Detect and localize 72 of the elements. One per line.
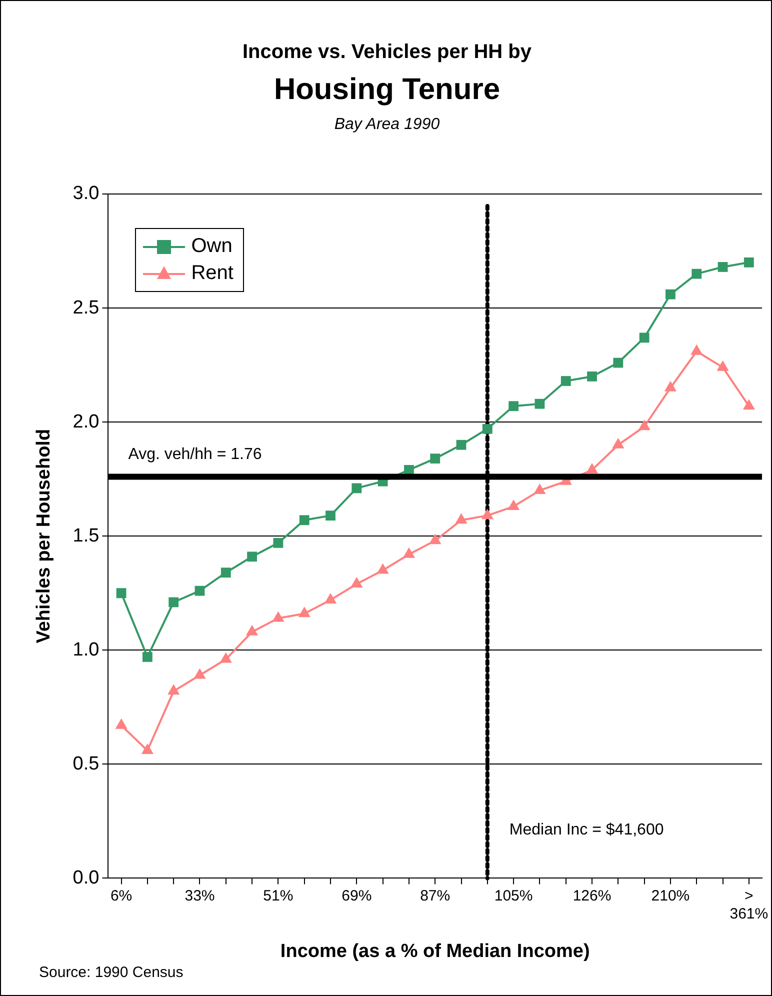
- chart-title: Income vs. Vehicles per HH by Housing Tenure: [241, 41, 532, 107]
- annotation: Median Inc = $41,600: [509, 822, 664, 839]
- point: [455, 513, 468, 524]
- point: [352, 483, 362, 494]
- point: [690, 344, 703, 355]
- legend-label: Own: [191, 235, 232, 257]
- point: [168, 684, 180, 695]
- point: [402, 547, 416, 558]
- point: [168, 597, 179, 608]
- x-axis-title: Income (as a % of Median Income): [280, 940, 590, 962]
- point: [299, 515, 310, 526]
- point: [246, 624, 258, 636]
- y-tick-label: 0.0: [72, 867, 100, 888]
- point: [273, 538, 284, 548]
- point: [586, 462, 598, 474]
- y-tick-label: 1.5: [72, 525, 100, 546]
- point: [324, 592, 337, 604]
- point: [141, 743, 154, 754]
- point: [692, 268, 702, 279]
- point: [481, 508, 494, 520]
- point: [142, 652, 152, 662]
- point: [220, 568, 231, 578]
- x-tick-label: 6%: [110, 887, 132, 904]
- y-axis-title: Vehicles per Household: [34, 428, 55, 644]
- point: [664, 380, 677, 392]
- ref-line-label: Avg. veh/hh = 1.76: [128, 446, 262, 464]
- point: [716, 360, 729, 371]
- point: [350, 576, 363, 588]
- point: [194, 586, 205, 596]
- point: [376, 563, 389, 574]
- point: [482, 424, 492, 434]
- point: [508, 401, 519, 412]
- point: [116, 588, 126, 598]
- point: [587, 372, 597, 382]
- point: [508, 499, 520, 510]
- point: [612, 438, 624, 448]
- point: [194, 668, 206, 679]
- y-tick-label: 2.0: [72, 411, 100, 432]
- point: [456, 440, 466, 450]
- x-tick-label: 69%: [342, 887, 372, 904]
- y-tick-label: 0.5: [72, 753, 100, 774]
- y-tick-label: 2.5: [72, 297, 100, 318]
- point: [639, 332, 650, 343]
- point: [744, 257, 754, 268]
- x-tick-label: > 361%: [730, 887, 768, 922]
- point: [115, 718, 128, 729]
- y-tick-label: 1.0: [72, 639, 100, 660]
- point: [666, 289, 676, 300]
- point: [742, 399, 755, 410]
- point: [718, 262, 728, 272]
- legend-label: Rent: [191, 262, 234, 284]
- chart-subtitle: Bay Area 1990: [333, 116, 441, 134]
- x-tick-label: 105%: [494, 887, 533, 904]
- x-tick-label: 33%: [184, 887, 215, 904]
- source-note: Source: 1990 Census: [39, 964, 184, 981]
- y-tick-label: 3.0: [72, 183, 100, 204]
- x-tick-label: 51%: [263, 887, 294, 904]
- point: [247, 552, 257, 562]
- point: [534, 483, 546, 494]
- point: [638, 420, 650, 430]
- x-tick-label: 87%: [420, 887, 450, 904]
- point: [560, 376, 571, 386]
- point: [534, 398, 545, 409]
- x-tick-label: 126%: [572, 887, 612, 904]
- point: [429, 534, 442, 544]
- point: [298, 606, 310, 618]
- x-tick-label: 210%: [651, 887, 690, 904]
- point: [430, 454, 440, 464]
- point: [220, 652, 232, 663]
- point: [613, 358, 624, 368]
- point: [272, 611, 284, 622]
- point: [326, 510, 336, 521]
